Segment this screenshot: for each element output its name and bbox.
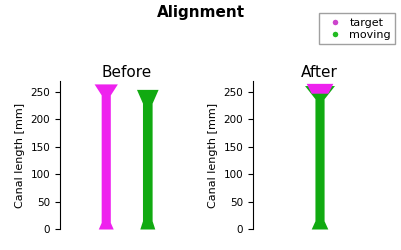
Title: After: After — [301, 65, 338, 80]
Y-axis label: Canal length [mm]: Canal length [mm] — [208, 102, 218, 208]
Y-axis label: Canal length [mm]: Canal length [mm] — [15, 102, 25, 208]
Legend: target, moving: target, moving — [319, 13, 395, 44]
Title: Before: Before — [101, 65, 152, 80]
Text: Alignment: Alignment — [156, 5, 245, 20]
